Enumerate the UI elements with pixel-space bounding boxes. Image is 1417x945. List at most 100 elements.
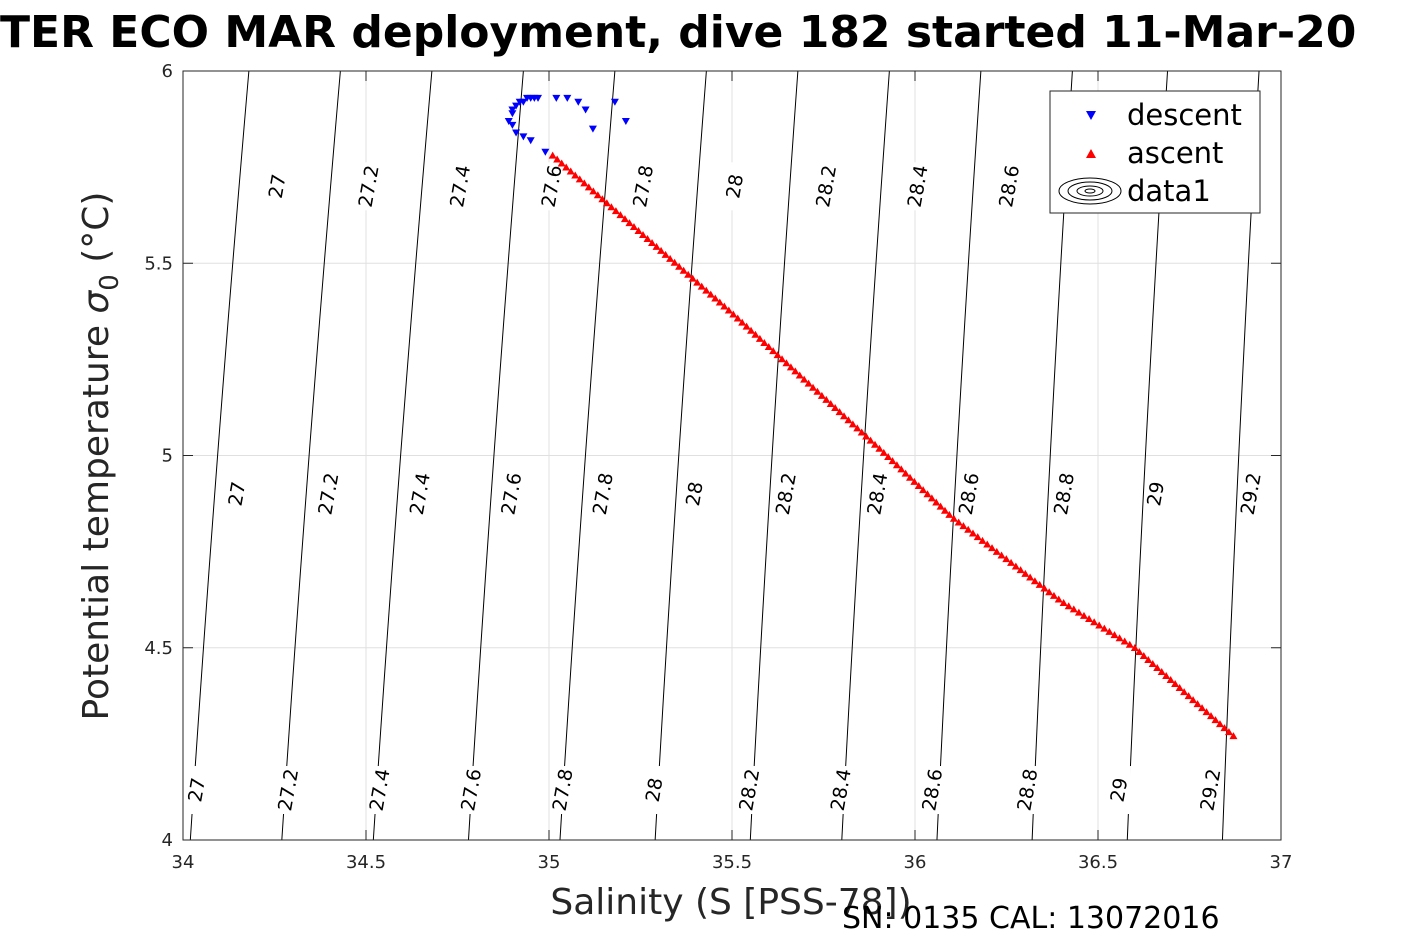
contour-label-bg [226,469,249,518]
descent-point [508,106,517,114]
descent-point [508,121,517,129]
ascent-point [1229,732,1238,740]
ascent-point [1074,608,1083,616]
y-tick-label: 4.5 [144,638,173,659]
y-axis-label: Potential temperature σ0 (°C) [76,192,125,721]
contour-line-28.2 [749,71,799,840]
ascent-point [566,167,575,175]
contour-label-bg [739,766,762,815]
ascent-point [1095,621,1104,629]
ascent-point [914,481,923,489]
ascent-point [1064,602,1073,610]
ascent-point [1049,591,1058,599]
y-tick-label: 4 [162,830,173,851]
contour-label-bg [369,766,392,815]
ascent-point [580,179,589,187]
contour-label-bg [775,469,798,518]
ascent-point [848,420,857,428]
ascent-point [992,547,1001,555]
legend-descent-label: descent [1127,98,1242,132]
ascent-point [773,351,782,359]
contour-label-bg [867,469,890,518]
ascent-point [666,254,675,262]
y-tick-label: 5.5 [144,253,173,274]
ascent-point [593,191,602,199]
ascent-point [1100,624,1109,632]
ascent-point [557,159,566,167]
descent-point [512,129,521,137]
descent-point [552,94,561,102]
legend-contour-label: data1 [1127,174,1211,208]
ascent-point [742,322,751,330]
contour-label-28: 28 [682,480,708,508]
descent-point [508,110,517,118]
ascent-point [857,428,866,436]
contour-label-bg [501,469,524,518]
ascent-point [800,375,809,383]
ascent-point [1207,712,1216,720]
ascent-point [620,215,629,223]
x-tick-label: 35 [538,852,561,873]
ascent-point [782,359,791,367]
contour-label-bg [409,469,432,518]
ascent-point [1211,716,1220,724]
ascent-point [831,404,840,412]
contour-line-28.6 [936,71,982,840]
ascent-point [751,330,760,338]
ascent-point [954,518,963,526]
ascent-point [1040,584,1049,592]
contour-label-bg [461,766,484,815]
x-tick-label: 37 [1270,852,1293,873]
ascent-point [733,314,742,322]
ascent-point [675,262,684,270]
ascent-point [634,227,643,235]
contour-label-bg [684,469,707,518]
ascent-point [1002,555,1011,563]
ascent-point [661,250,670,258]
y-axis-label-unit: (°C) [76,192,117,275]
ascent-point [1105,627,1114,635]
ascent-point [1007,558,1016,566]
ascent-point [862,432,871,440]
contour-label-28: 28 [642,776,668,804]
ascent-point [1115,634,1124,642]
ascent-point [813,387,822,395]
contour-label-bg [450,162,473,211]
legend-ascent-label: ascent [1127,136,1223,170]
axis-ticks: 34 34.5 35 35.5 36 36.5 37 4 4.5 5 5.5 6 [144,61,1292,873]
contour-label-bg [592,469,615,518]
contour-label-29: 29 [1107,776,1133,804]
ascent-point [822,395,831,403]
contour-label-bg [1108,766,1131,815]
ascent-point [1135,647,1144,655]
y-tick-label: 6 [162,61,173,82]
ascent-point [553,155,562,163]
ascent-point [809,383,818,391]
y-axis-label-main: Potential temperature [76,314,117,721]
ascent-point [804,379,813,387]
ascent-point [791,367,800,375]
contour-label-bg [552,766,575,815]
contour-label-28: 28 [722,172,748,200]
density-contour-labels: 27 27.2 27.4 27.6 27.8 28 28.2 28.4 28.6 28.8 29 29… [184,162,1266,815]
y-axis-label-subscript: 0 [95,274,125,291]
descent-point [574,98,583,106]
ascent-point [589,187,598,195]
ascent-point [548,151,557,159]
ascent-point [840,412,849,420]
ascent-point [875,444,884,452]
ascent-point [892,461,901,469]
descent-point [504,117,513,125]
ascent-point [1224,728,1233,736]
ascent-point [1180,688,1189,696]
ascent-point [616,211,625,219]
ascent-point [1054,595,1063,603]
contour-label-bg [358,162,381,211]
ascent-point [927,494,936,502]
ascent-point [919,486,928,494]
ascent-point [724,306,733,314]
ascent-point [945,510,954,518]
ascent-point [1059,599,1068,607]
ascent-point [1215,720,1224,728]
ascent-point [901,469,910,477]
